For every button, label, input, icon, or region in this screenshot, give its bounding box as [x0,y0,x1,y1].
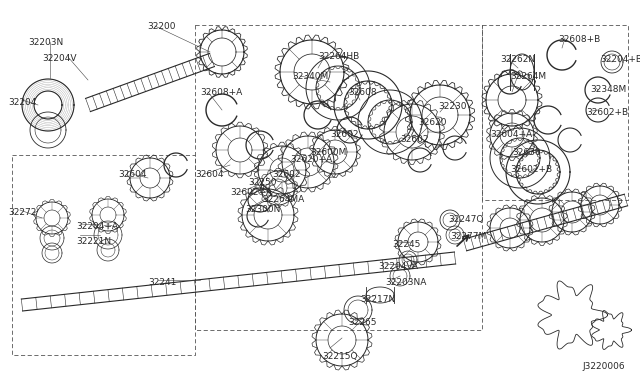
Text: 32241: 32241 [148,278,177,287]
Text: 32620: 32620 [418,118,447,127]
Text: 32204+A: 32204+A [76,222,118,231]
Text: 32277M: 32277M [450,232,486,241]
Text: 32217N: 32217N [360,295,396,304]
Text: J3220006: J3220006 [582,362,625,371]
Text: 32348M: 32348M [590,85,627,94]
Text: 32602: 32602 [330,130,358,139]
Text: 32602+B: 32602+B [586,108,628,117]
Text: 32262N: 32262N [500,55,535,64]
Text: 32602+B: 32602+B [510,165,552,174]
Text: 32604: 32604 [118,170,147,179]
Text: 32630: 32630 [512,148,541,157]
Text: 32203NA: 32203NA [385,278,426,287]
Text: 32272: 32272 [8,208,36,217]
Text: 32620+A: 32620+A [290,155,332,164]
Text: 32264HB: 32264HB [318,52,359,61]
Text: 32602+A: 32602+A [230,188,272,197]
Text: 32245: 32245 [392,240,420,249]
Text: 32221N: 32221N [76,237,111,246]
Text: 32608+A: 32608+A [200,88,243,97]
Text: 32608: 32608 [348,88,376,97]
Text: 32204: 32204 [8,98,36,107]
Text: 32600M: 32600M [310,148,346,157]
Text: 32608+B: 32608+B [558,35,600,44]
Text: 32204V: 32204V [42,54,77,63]
Text: 32264M: 32264M [510,72,546,81]
Text: 32604+A: 32604+A [490,130,532,139]
Text: 32300N: 32300N [245,205,280,214]
Text: 32340M: 32340M [292,72,328,81]
Text: 32204+B: 32204+B [600,55,640,64]
Text: 32230: 32230 [438,102,467,111]
Text: 32604: 32604 [195,170,223,179]
Text: 32204VA: 32204VA [378,262,418,271]
Text: 32200: 32200 [147,22,175,31]
Text: 32215Q: 32215Q [322,352,358,361]
Text: 32203N: 32203N [28,38,63,47]
Text: 32602: 32602 [400,135,429,144]
Text: 32250: 32250 [248,178,276,187]
Text: 32265: 32265 [348,318,376,327]
Text: 32247Q: 32247Q [448,215,483,224]
Text: 32602: 32602 [272,170,301,179]
Text: 32264MA: 32264MA [262,195,304,204]
